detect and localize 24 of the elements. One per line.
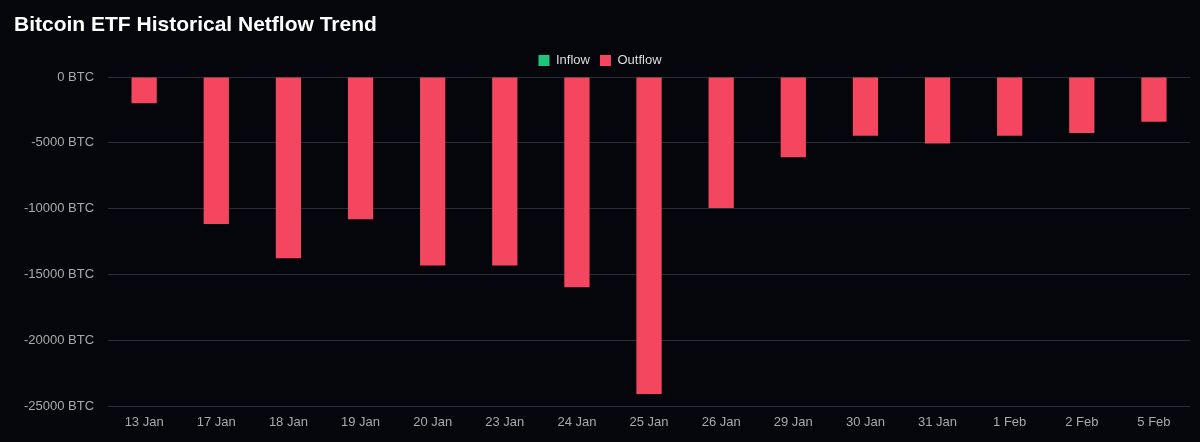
x-tick-label: 1 Feb: [993, 413, 1027, 429]
chart-title: Bitcoin ETF Historical Netflow Trend: [13, 11, 378, 37]
y-tick-label: -25000 BTC: [24, 397, 95, 413]
x-tick-label: 31 Jan: [918, 413, 958, 429]
x-tick-label: 23 Jan: [485, 413, 525, 429]
y-tick-label: -5000 BTC: [31, 134, 95, 150]
y-tick-label: -10000 BTC: [24, 200, 95, 216]
legend-label: Outflow: [617, 52, 663, 68]
x-tick-label: 19 Jan: [341, 413, 381, 429]
x-tick-label: 2 Feb: [1065, 413, 1099, 429]
x-tick-label: 24 Jan: [557, 413, 597, 429]
x-tick-label: 18 Jan: [268, 413, 308, 429]
y-tick-label: 0 BTC: [57, 68, 95, 84]
x-tick-label: 25 Jan: [629, 413, 669, 429]
x-tick-label: 5 Feb: [1137, 413, 1171, 429]
x-tick-label: 17 Jan: [196, 413, 236, 429]
y-tick-label: -20000 BTC: [24, 332, 95, 348]
legend-label: Inflow: [555, 52, 591, 68]
x-tick-label: 13 Jan: [124, 413, 164, 429]
y-tick-label: -15000 BTC: [24, 266, 95, 282]
x-tick-label: 26 Jan: [701, 413, 741, 429]
x-tick-label: 29 Jan: [773, 413, 813, 429]
x-tick-label: 20 Jan: [413, 413, 453, 429]
x-tick-label: 30 Jan: [845, 413, 885, 429]
